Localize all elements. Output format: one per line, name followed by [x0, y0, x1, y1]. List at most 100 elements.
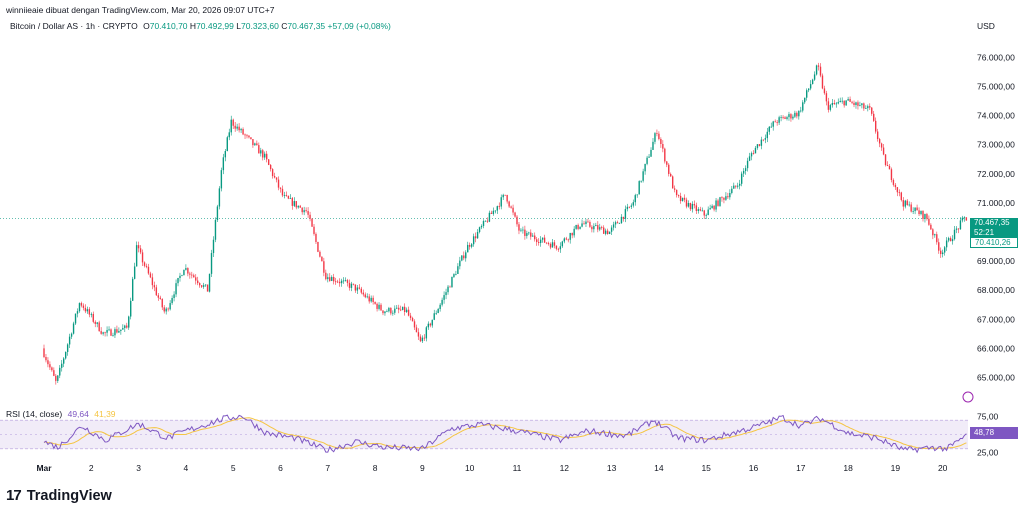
candle-body	[928, 218, 930, 225]
candle-body	[333, 276, 335, 282]
candle-body	[269, 164, 272, 170]
candle-body	[128, 316, 130, 328]
open-value: 70.410,70	[149, 21, 188, 31]
candle-body	[206, 284, 209, 292]
candle-body	[945, 240, 948, 248]
candle-body	[299, 205, 301, 208]
candle-body	[297, 205, 299, 208]
candle-body	[514, 212, 516, 217]
candle-body	[516, 216, 518, 225]
candle-body	[869, 106, 871, 108]
candle-body	[149, 273, 152, 278]
rsi-legend[interactable]: RSI (14, close) 49,64 41,39	[6, 409, 116, 419]
candle-body	[666, 161, 668, 165]
candle-body	[697, 209, 700, 211]
time-tick-label: 5	[231, 463, 236, 473]
candle-body	[478, 227, 481, 233]
candle-body	[200, 285, 203, 287]
candle-body	[951, 239, 954, 242]
candle-body	[309, 214, 311, 219]
candle-body	[804, 97, 806, 103]
candle-body	[735, 185, 737, 187]
candle-body	[183, 269, 185, 276]
candle-body	[376, 303, 378, 309]
candle-body	[366, 296, 368, 298]
candle-body	[133, 266, 136, 279]
candle-body	[679, 195, 682, 202]
candle-body	[904, 200, 906, 207]
candle-body	[177, 277, 179, 284]
candle-body	[581, 223, 583, 227]
candle-body	[169, 303, 171, 310]
candle-body	[857, 102, 859, 106]
candle-body	[139, 248, 142, 253]
candle-body	[61, 363, 63, 368]
candle-body	[100, 331, 102, 334]
candle-body	[250, 137, 252, 140]
candle-body	[498, 206, 500, 207]
candle-body	[693, 203, 696, 206]
candle-body	[137, 245, 140, 249]
candle-body	[900, 192, 903, 201]
candle-body	[212, 239, 215, 254]
candle-body	[910, 204, 912, 212]
candle-body	[526, 233, 528, 236]
candle-body	[394, 308, 396, 313]
candle-body	[490, 212, 493, 214]
candle-body	[396, 307, 398, 309]
candle-body	[68, 336, 71, 345]
time-tick-label: 8	[373, 463, 378, 473]
candle-body	[843, 100, 845, 106]
time-tick-label: 2	[89, 463, 94, 473]
rsi-axis[interactable]: 25,00 75,00	[977, 412, 999, 458]
candle-body	[461, 255, 463, 261]
candle-body	[606, 230, 609, 235]
currency-label[interactable]: USD	[977, 21, 995, 31]
candle-body	[677, 195, 680, 196]
candle-body	[185, 268, 187, 270]
candle-body	[524, 229, 526, 236]
candle-body	[876, 131, 879, 140]
candle-body	[865, 108, 867, 109]
candle-body	[398, 307, 400, 310]
candle-body	[141, 252, 144, 263]
candle-body	[959, 220, 962, 230]
candle-body	[579, 226, 581, 229]
candle-body	[766, 131, 768, 139]
candle-body	[342, 280, 345, 282]
candle-body	[762, 139, 765, 141]
candle-body	[685, 199, 688, 207]
candle-body	[815, 65, 818, 75]
symbol-title[interactable]: Bitcoin / Dollar AS · 1h · CRYPTO	[10, 21, 138, 31]
candle-body	[437, 309, 439, 313]
candle-body	[748, 156, 751, 161]
candle-body	[443, 295, 445, 300]
rsi-value-tag: 48,78	[970, 427, 1018, 439]
alert-marker-icon[interactable]	[962, 391, 974, 403]
candle-body	[593, 226, 595, 230]
candle-body	[841, 100, 843, 102]
candle-body	[859, 105, 861, 106]
candle-body	[421, 337, 424, 342]
candle-body	[867, 106, 869, 109]
time-tick-label: 4	[184, 463, 189, 473]
candles[interactable]	[43, 62, 968, 385]
candle-body	[543, 237, 546, 243]
candle-body	[890, 169, 893, 181]
candle-body	[569, 232, 571, 240]
candle-body	[813, 74, 816, 80]
candle-body	[447, 286, 449, 293]
tradingview-logo[interactable]: 17 TradingView	[6, 487, 112, 504]
candle-body	[729, 193, 731, 198]
candle-body	[230, 119, 232, 133]
time-tick-label: 17	[796, 463, 806, 473]
candle-body	[64, 351, 67, 359]
candle-body	[746, 160, 749, 169]
candle-body	[193, 275, 195, 278]
time-axis[interactable]: Mar 2 3 4 5 6 7 8 9 10 11 12 13 14 15 16 17 18 19 20	[36, 463, 947, 473]
candle-body	[662, 143, 664, 149]
candle-body	[800, 110, 802, 112]
candle-body	[419, 336, 422, 342]
candle-body	[575, 224, 577, 229]
price-tick-label: 71.000,00	[977, 198, 1015, 208]
